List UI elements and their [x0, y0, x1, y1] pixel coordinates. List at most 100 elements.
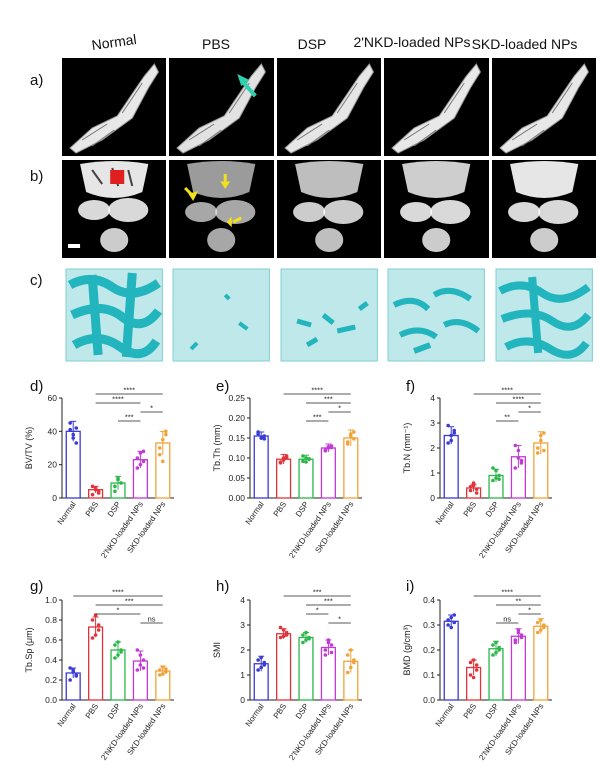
- data-point: [262, 434, 267, 438]
- ct-section-image-normal: [62, 160, 167, 258]
- significance-label: ***: [125, 413, 134, 422]
- significance-label: *: [338, 404, 341, 413]
- significance-label: ***: [324, 395, 333, 404]
- data-point: [307, 457, 311, 462]
- data-point: [449, 625, 454, 630]
- significance-label: ****: [112, 395, 124, 404]
- significance-label: *: [528, 404, 531, 413]
- bar-e-0: [253, 435, 269, 499]
- y-tick-label: 60: [48, 393, 58, 403]
- panel-a-ct-foot-row: [62, 58, 597, 156]
- data-point: [135, 668, 140, 672]
- panel-label-g: g): [30, 578, 44, 595]
- y-tick-label: 0.20: [228, 413, 245, 423]
- bar-h-1: [276, 633, 292, 701]
- ct-section-image-2nkd: [384, 160, 489, 258]
- y-tick-label: 0: [52, 493, 57, 503]
- x-tick-label: DSP: [294, 702, 311, 721]
- data-point: [345, 670, 350, 675]
- significance-label: **: [515, 597, 521, 606]
- ct-foot-image-dsp: [276, 58, 382, 156]
- data-point: [349, 434, 353, 438]
- data-point: [513, 443, 518, 448]
- significance-label: ****: [311, 386, 323, 395]
- data-point: [116, 477, 120, 482]
- bar-h-2: [298, 636, 314, 701]
- data-point: [71, 436, 75, 440]
- data-point: [516, 448, 521, 453]
- data-point: [468, 673, 473, 677]
- data-point: [542, 448, 546, 453]
- data-point: [304, 456, 308, 460]
- data-point: [452, 620, 457, 625]
- bar-f-0: [443, 434, 459, 499]
- y-tick-label: 20: [48, 460, 58, 470]
- y-tick-label: 1: [430, 468, 435, 478]
- data-point: [474, 668, 479, 672]
- ct-section-image-dsp: [276, 160, 382, 258]
- panel-label-i: i): [406, 578, 415, 595]
- data-point: [256, 668, 260, 672]
- data-point: [96, 628, 101, 632]
- significance-label: ns: [503, 615, 511, 624]
- data-point: [446, 618, 450, 622]
- data-point: [278, 635, 283, 640]
- data-point: [349, 648, 353, 652]
- data-point: [497, 648, 501, 652]
- data-point: [452, 613, 457, 617]
- y-tick-label: 0: [430, 493, 435, 503]
- data-point: [326, 638, 331, 642]
- x-tick-label: PBS: [84, 500, 101, 518]
- data-point: [259, 665, 264, 670]
- data-point: [259, 655, 264, 660]
- data-point: [71, 670, 75, 674]
- data-point: [164, 432, 168, 437]
- data-point: [278, 461, 283, 465]
- y-tick-label: 2: [430, 443, 435, 453]
- data-point: [494, 468, 498, 473]
- y-axis-label: Tb.N (mm⁻¹): [402, 423, 412, 474]
- data-point: [352, 660, 356, 665]
- panel-label-a: a): [30, 72, 44, 89]
- data-point: [284, 633, 289, 637]
- data-point: [329, 650, 334, 655]
- data-point: [164, 429, 168, 434]
- x-tick-label: DSP: [106, 500, 123, 519]
- data-point: [157, 673, 162, 677]
- y-axis-label: BMD (g/cm³): [402, 625, 412, 676]
- y-axis-label: Tb.Sp (μm): [24, 627, 34, 672]
- bar-e-2: [298, 458, 314, 499]
- data-point: [349, 665, 353, 670]
- data-point: [446, 441, 450, 445]
- data-point: [135, 648, 140, 652]
- panel-label-c: c): [30, 272, 43, 289]
- x-tick-label: Normal: [244, 500, 266, 526]
- data-point: [138, 462, 143, 467]
- data-point: [301, 633, 305, 637]
- data-point: [497, 645, 501, 650]
- panel-c-trabecular-cube-row: [62, 265, 596, 365]
- data-point: [157, 668, 162, 672]
- bar-e-3: [320, 447, 336, 499]
- data-point: [141, 449, 146, 454]
- significance-label: ****: [501, 386, 513, 395]
- data-point: [113, 489, 117, 494]
- data-point: [446, 423, 450, 428]
- data-point: [256, 658, 260, 662]
- data-point: [307, 636, 311, 641]
- bar-g-1: [88, 626, 104, 701]
- data-point: [141, 658, 146, 662]
- bar-i-4: [533, 625, 549, 701]
- y-tick-label: 0.4: [45, 655, 57, 665]
- data-point: [262, 437, 267, 441]
- significance-label: ****: [123, 386, 135, 395]
- data-point: [449, 433, 454, 438]
- data-point: [301, 640, 305, 645]
- data-point: [323, 648, 328, 652]
- ct-foot-image-skd: [491, 58, 597, 156]
- data-point: [535, 630, 540, 635]
- data-point: [535, 451, 540, 455]
- data-point: [304, 460, 308, 464]
- column-label-dsp: DSP: [297, 36, 327, 52]
